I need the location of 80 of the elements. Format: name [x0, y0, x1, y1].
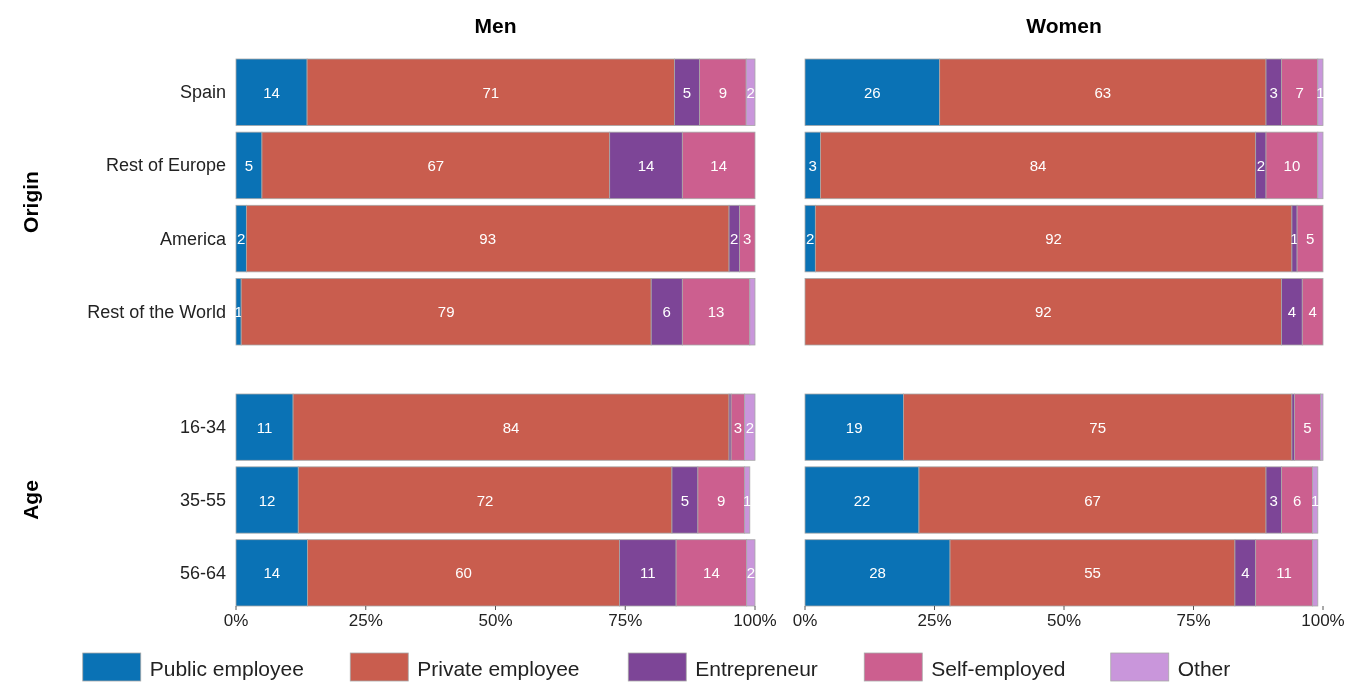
- data-label: 4: [1308, 303, 1317, 321]
- y-tick-label: America: [159, 228, 227, 249]
- data-label: 5: [682, 83, 692, 101]
- x-tick-label: 50%: [1046, 611, 1082, 630]
- data-label: 11: [1276, 564, 1292, 582]
- chart-title: Men: [474, 14, 517, 37]
- data-label: 13: [707, 303, 725, 321]
- data-label: 3: [743, 230, 752, 248]
- data-label: 14: [263, 564, 281, 582]
- data-label: 14: [263, 83, 280, 101]
- y-axis-title: Age: [19, 480, 42, 520]
- data-label: 79: [437, 303, 455, 321]
- data-label: 3: [733, 418, 743, 436]
- data-label: 55: [1084, 564, 1101, 582]
- data-label: 84: [1029, 156, 1047, 174]
- data-label: 2: [745, 418, 754, 436]
- y-tick-label: 35-55: [179, 490, 226, 510]
- data-label: 2: [746, 564, 756, 582]
- data-label: 2: [806, 230, 815, 248]
- data-label: 67: [1084, 491, 1101, 509]
- data-label: 9: [717, 491, 726, 509]
- data-label: 3: [1269, 491, 1278, 509]
- y-tick-label: Spain: [179, 82, 226, 103]
- data-label: 11: [256, 418, 273, 436]
- x-tick-label: 100%: [733, 611, 777, 630]
- data-label: 14: [637, 156, 655, 174]
- x-tick-label: 0%: [223, 611, 249, 630]
- data-label: 5: [244, 156, 254, 174]
- data-label: 5: [680, 491, 690, 509]
- x-tick-label: 75%: [1176, 611, 1211, 630]
- data-label: 3: [808, 156, 817, 174]
- data-label: 14: [710, 156, 728, 174]
- data-label: 75: [1089, 418, 1107, 436]
- legend-label: Public employee: [149, 656, 304, 680]
- data-label: 19: [845, 418, 863, 436]
- data-label: 72: [476, 491, 494, 509]
- data-label: 71: [482, 83, 500, 101]
- y-tick-label: 16-34: [179, 417, 226, 438]
- data-label: 6: [662, 303, 671, 321]
- data-label: 67: [427, 156, 445, 174]
- chart-title: Women: [1026, 14, 1102, 37]
- data-label: 4: [1241, 564, 1250, 582]
- data-label: 92: [1034, 303, 1052, 321]
- data-label: 2: [237, 230, 246, 248]
- data-label: 11: [640, 564, 656, 582]
- y-tick-label: 56-64: [179, 562, 226, 583]
- x-tick-label: 75%: [608, 611, 643, 630]
- y-tick-label: Rest of the World: [87, 301, 226, 322]
- x-tick-label: 25%: [917, 611, 952, 630]
- data-label: 22: [853, 491, 871, 509]
- data-label: 9: [718, 83, 727, 101]
- data-label: 28: [869, 564, 886, 582]
- legend-label: Private employee: [417, 656, 580, 680]
- data-label: 14: [703, 564, 720, 582]
- x-tick-label: 100%: [1301, 611, 1345, 630]
- data-label: 5: [1305, 230, 1315, 248]
- x-tick-label: 50%: [478, 611, 513, 630]
- data-label: 26: [864, 83, 881, 101]
- data-label: 4: [1287, 303, 1297, 321]
- data-label: 5: [1303, 418, 1312, 436]
- data-label: 92: [1045, 230, 1062, 248]
- data-label: 84: [502, 418, 520, 436]
- data-label: 60: [455, 564, 472, 582]
- legend-label: Entrepreneur: [695, 656, 818, 680]
- y-tick-label: Rest of Europe: [105, 155, 226, 176]
- data-label: 6: [1292, 491, 1302, 509]
- data-label: 3: [1269, 83, 1278, 101]
- data-label: 2: [730, 230, 739, 248]
- x-tick-label: 25%: [348, 611, 383, 630]
- data-label: 10: [1283, 156, 1301, 174]
- data-label: 12: [258, 491, 276, 509]
- legend-label: Self-employed: [931, 656, 1066, 680]
- x-tick-label: 0%: [792, 611, 818, 630]
- y-axis-title: Origin: [19, 171, 42, 233]
- legend-label: Other: [1177, 656, 1231, 680]
- data-label: 7: [1295, 83, 1304, 101]
- data-label: 93: [479, 230, 497, 248]
- data-label: 2: [1256, 156, 1266, 174]
- data-label: 63: [1094, 83, 1112, 101]
- data-label: 2: [746, 83, 755, 101]
